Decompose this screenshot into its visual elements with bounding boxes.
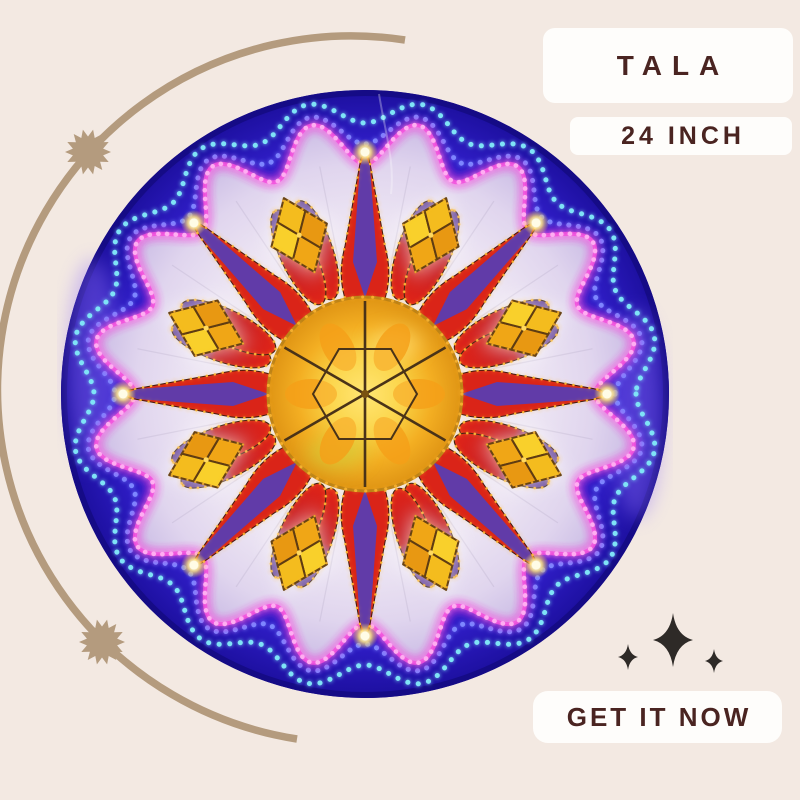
brand-badge: TALA <box>543 28 793 103</box>
get-it-now-label: GET IT NOW <box>566 701 752 732</box>
size-badge-label: 24 INCH <box>621 121 745 150</box>
size-badge: 24 INCH <box>570 117 792 155</box>
parol-lantern-image <box>57 86 673 702</box>
parol-lantern-drawing <box>61 90 669 698</box>
get-it-now-button[interactable]: GET IT NOW <box>533 691 782 743</box>
brand-badge-label: TALA <box>616 49 730 81</box>
